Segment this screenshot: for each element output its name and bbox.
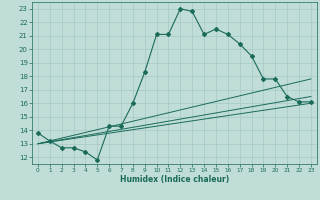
X-axis label: Humidex (Indice chaleur): Humidex (Indice chaleur) xyxy=(120,175,229,184)
